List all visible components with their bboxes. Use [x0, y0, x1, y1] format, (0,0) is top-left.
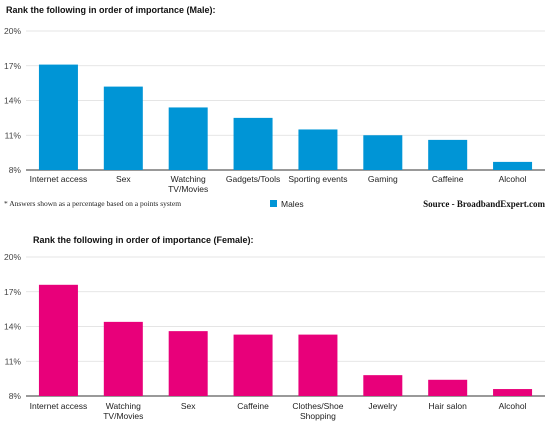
female-category-label: Caffeine — [237, 401, 269, 411]
male-category-label: Caffeine — [432, 174, 464, 184]
female-y-tick-label: 20% — [4, 252, 21, 262]
male-category-label: Alcohol — [499, 174, 527, 184]
male-y-tick-label: 14% — [4, 96, 21, 106]
source-credit: Source - BroadbandExpert.com — [423, 199, 545, 209]
male-bar — [363, 135, 403, 170]
male-category-label: Watching TV/Movies — [168, 174, 208, 194]
female-category-label: Clothes/Shoe Shopping — [292, 401, 343, 421]
female-category-label: Hair salon — [429, 401, 468, 411]
male-bar — [428, 139, 468, 170]
male-category-label: Gaming — [368, 174, 398, 184]
male-category-label: Sex — [116, 174, 131, 184]
male-y-tick-label: 20% — [4, 26, 21, 36]
female-chart: Rank the following in order of importanc… — [4, 235, 545, 421]
female-bar — [103, 321, 143, 396]
male-bar — [233, 117, 273, 170]
male-bar — [493, 161, 533, 170]
female-bar — [38, 284, 78, 396]
male-y-tick-label: 11% — [5, 130, 22, 140]
female-category-label: Watching TV/Movies — [103, 401, 143, 421]
female-y-tick-label: 11% — [5, 356, 22, 366]
female-y-tick-label: 14% — [4, 322, 21, 332]
points-system-note: * Answers shown as a percentage based on… — [4, 199, 181, 208]
female-category-label: Jewelry — [368, 401, 398, 411]
female-bar — [298, 334, 338, 396]
female-category-label: Sex — [181, 401, 196, 411]
male-legend: Males — [270, 199, 304, 209]
male-bar — [298, 129, 338, 170]
female-bar — [168, 331, 208, 396]
female-y-tick-label: 8% — [9, 391, 22, 401]
males-legend-label: Males — [281, 199, 304, 209]
female-category-label: Alcohol — [499, 401, 527, 411]
female-bar — [363, 375, 403, 396]
male-category-label: Gadgets/Tools — [226, 174, 280, 184]
male-chart-title: Rank the following in order of importanc… — [6, 5, 216, 15]
female-chart-title: Rank the following in order of importanc… — [33, 235, 254, 245]
male-y-tick-label: 8% — [9, 165, 22, 175]
female-category-label: Internet access — [30, 401, 88, 411]
male-chart: Rank the following in order of importanc… — [4, 5, 545, 194]
male-bar — [38, 64, 78, 170]
female-bar — [493, 389, 533, 396]
male-category-label: Sporting events — [288, 174, 347, 184]
males-legend-swatch — [270, 200, 277, 207]
female-bar — [428, 379, 468, 396]
male-category-label: Internet access — [30, 174, 88, 184]
male-y-tick-label: 17% — [4, 61, 21, 71]
female-bar — [233, 334, 273, 396]
female-y-tick-label: 17% — [4, 287, 21, 297]
male-bar — [168, 107, 208, 170]
male-bar — [103, 86, 143, 170]
